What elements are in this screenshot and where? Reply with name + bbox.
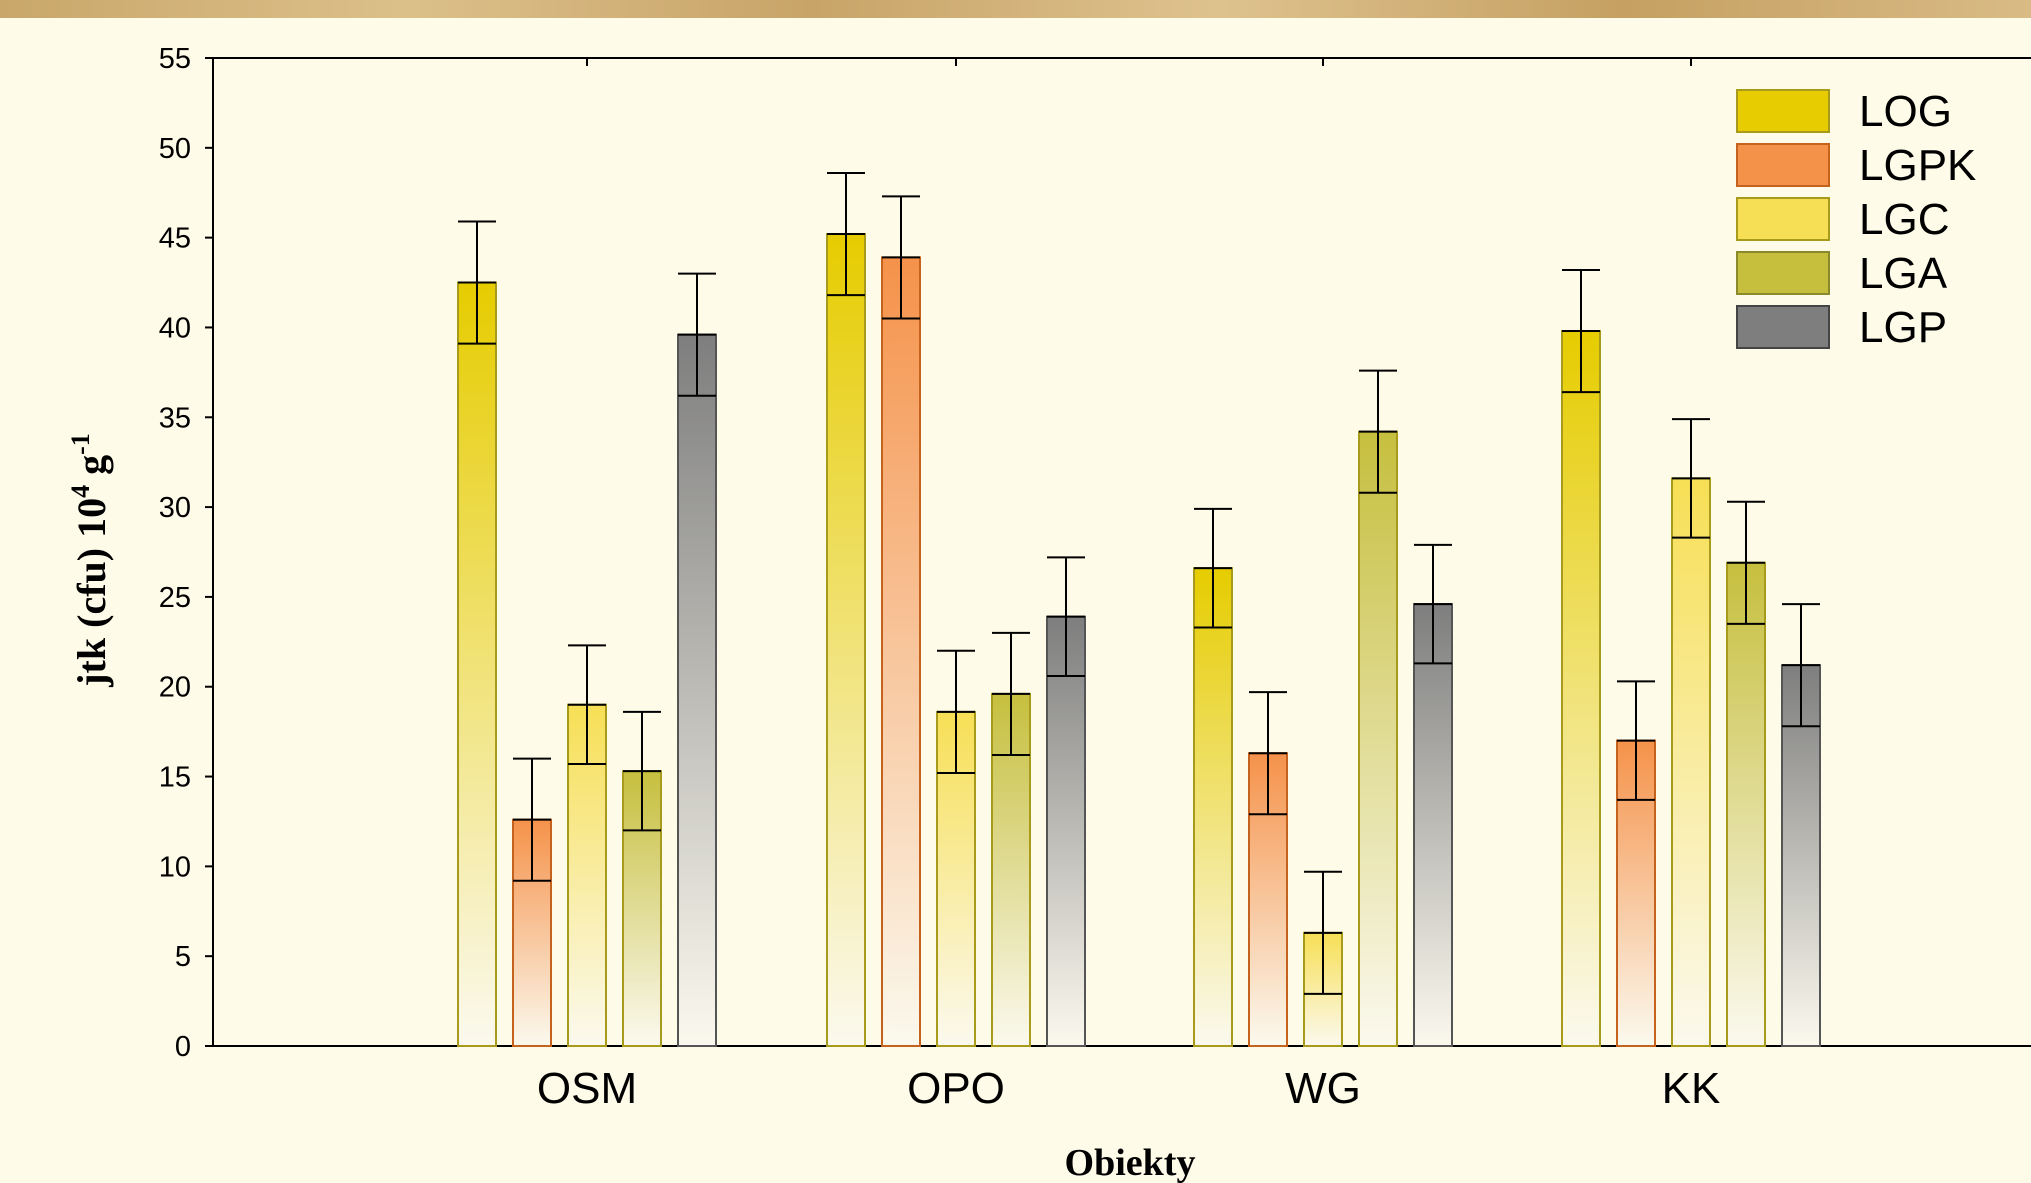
y-axis-title-sup1: 4 [66,485,95,498]
y-tick-label: 20 [159,672,191,704]
y-axis-title-sup2: -1 [66,433,95,455]
y-axis-title: jtk (cfu) 104 g-1 [66,433,114,688]
error-bar-lgp-wg [1414,543,1452,665]
legend-swatch-lga [1736,251,1830,295]
error-bar-lgpk-osm [513,757,551,882]
legend-swatch-log [1736,89,1830,133]
y-axis-title-mid: g [69,455,114,485]
error-bar-log-wg [1194,507,1232,629]
y-tick-label: 15 [159,762,191,794]
legend-swatch-lgc [1736,197,1830,241]
y-tick-label: 10 [159,851,191,883]
error-bar-lgc-wg [1304,870,1342,995]
x-axis-title: Obiekty [1065,1142,1196,1183]
y-tick-label: 35 [159,402,191,434]
bar-lga-wg [1358,430,1398,1048]
error-bar-log-kk [1562,268,1600,394]
bar-lgp-opo [1046,615,1086,1047]
legend-swatch-lgp [1736,305,1830,349]
error-bar-lga-wg [1359,369,1397,494]
bar-log-opo [826,233,866,1047]
bar-lgp-osm [677,333,717,1047]
legend-label-lgp: LGP [1859,303,1947,352]
y-tick-label: 5 [175,941,191,973]
y-tick-label: 45 [159,223,191,255]
error-bar-lga-osm [623,710,661,832]
bar-lgc-kk [1671,477,1711,1047]
error-bar-lgc-opo [937,649,975,774]
bar-lga-opo [991,692,1031,1047]
error-bar-log-osm [458,220,496,345]
bars-layer [457,233,1821,1048]
y-axis-title-main: jtk (cfu) 10 [69,498,114,688]
x-category-label: KK [1662,1064,1721,1113]
legend-label-lga: LGA [1859,249,1948,298]
bar-log-wg [1193,567,1233,1048]
y-tick-label: 30 [159,492,191,524]
bar-lgp-wg [1413,603,1453,1047]
error-bar-lgpk-kk [1617,680,1655,801]
error-bar-lgc-osm [568,644,606,765]
legend-label-lgpk: LGPK [1859,141,1976,190]
x-category-label: WG [1285,1064,1361,1113]
error-bar-lga-opo [992,631,1030,756]
error-bar-lgp-kk [1782,603,1820,728]
bar-log-osm [457,281,497,1047]
y-tick-label: 50 [159,133,191,165]
error-bar-lgpk-opo [882,195,920,320]
decorative-top-band [0,0,2031,18]
x-category-label: OSM [537,1064,637,1113]
x-category-label: OPO [907,1064,1005,1113]
bar-lgpk-opo [881,256,921,1047]
error-bars-layer [458,171,1820,995]
error-bar-lgpk-wg [1249,691,1287,816]
bar-lga-kk [1726,561,1766,1048]
error-bar-log-opo [827,171,865,297]
legend-label-log: LOG [1859,87,1952,136]
bar-log-kk [1561,330,1601,1047]
legend-swatch-lgpk [1736,143,1830,187]
y-tick-label: 40 [159,312,191,344]
error-bar-lga-kk [1727,500,1765,625]
error-bar-lgc-kk [1672,418,1710,539]
y-tick-label: 55 [159,43,191,75]
legend-label-lgc: LGC [1859,195,1949,244]
error-bar-lgp-opo [1047,556,1085,677]
legend: LOG LGPK LGC LGA LGP [1736,87,1976,352]
error-bar-lgp-osm [678,272,716,397]
y-tick-label: 0 [175,1031,191,1063]
y-tick-label: 25 [159,582,191,614]
